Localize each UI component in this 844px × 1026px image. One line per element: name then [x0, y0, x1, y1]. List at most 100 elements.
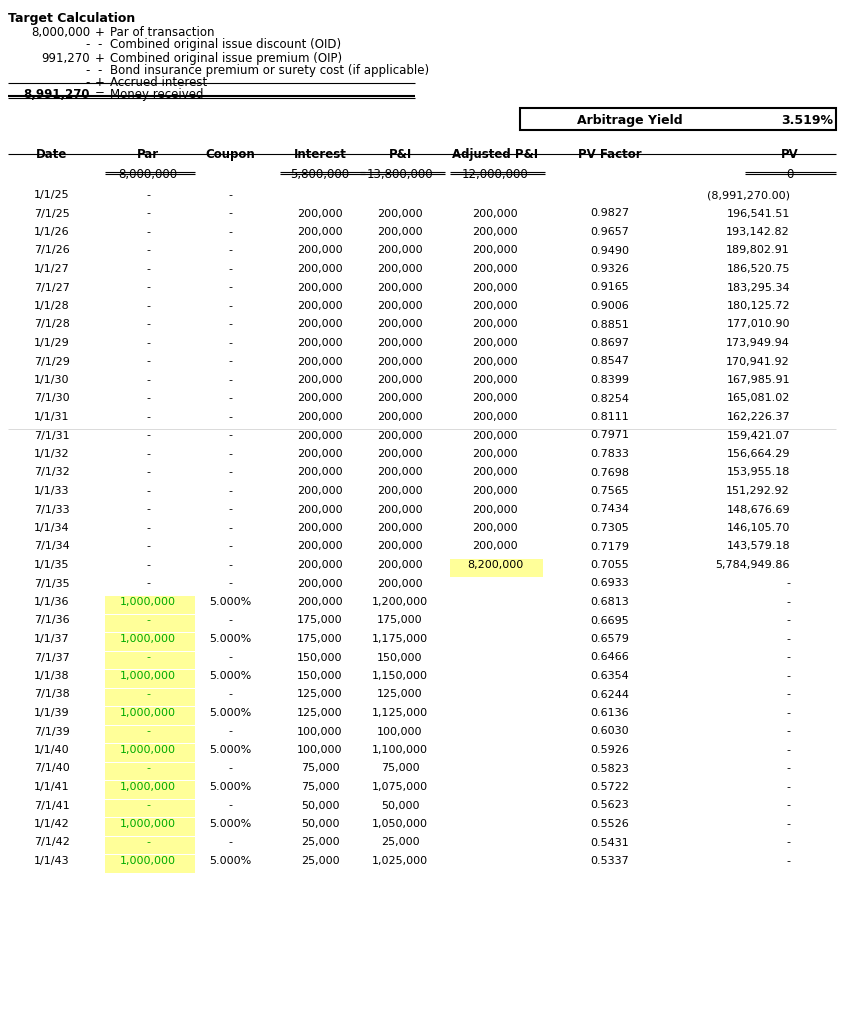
Text: 25,000: 25,000 — [381, 837, 419, 847]
Text: 75,000: 75,000 — [300, 763, 339, 774]
Text: 5.000%: 5.000% — [208, 671, 252, 681]
Text: -: - — [98, 64, 102, 77]
Text: 189,802.91: 189,802.91 — [726, 245, 790, 255]
Text: 200,000: 200,000 — [472, 356, 518, 366]
Text: P&I: P&I — [388, 148, 412, 161]
Text: 7/1/32: 7/1/32 — [34, 468, 70, 477]
Text: -: - — [228, 301, 232, 311]
Text: -: - — [786, 597, 790, 607]
Text: -: - — [228, 560, 232, 570]
Text: -: - — [228, 431, 232, 440]
Text: 200,000: 200,000 — [297, 282, 343, 292]
Text: 186,520.75: 186,520.75 — [727, 264, 790, 274]
Bar — [105, 818, 195, 835]
Text: 1/1/38: 1/1/38 — [35, 671, 70, 681]
Text: 200,000: 200,000 — [297, 523, 343, 532]
Text: +: + — [95, 52, 105, 65]
Text: -: - — [228, 245, 232, 255]
Text: 1,150,000: 1,150,000 — [372, 671, 428, 681]
Text: +: + — [95, 76, 105, 89]
Text: -: - — [146, 412, 150, 422]
Text: 200,000: 200,000 — [297, 356, 343, 366]
Text: 1/1/31: 1/1/31 — [35, 412, 70, 422]
Text: 0.8851: 0.8851 — [591, 319, 630, 329]
Text: -: - — [146, 282, 150, 292]
Bar — [105, 799, 195, 817]
Text: -: - — [786, 726, 790, 737]
Text: 0.7434: 0.7434 — [591, 505, 630, 514]
Text: -: - — [786, 856, 790, 866]
Text: 100,000: 100,000 — [377, 726, 423, 737]
Text: 1/1/33: 1/1/33 — [35, 486, 70, 496]
Text: Arbitrage Yield: Arbitrage Yield — [577, 114, 683, 127]
Text: 150,000: 150,000 — [377, 653, 423, 663]
Text: 8,200,000: 8,200,000 — [467, 560, 523, 570]
Text: -: - — [85, 76, 90, 89]
Text: 0.7179: 0.7179 — [591, 542, 630, 552]
Text: 200,000: 200,000 — [297, 542, 343, 552]
Text: Adjusted P&I: Adjusted P&I — [452, 148, 538, 161]
Text: 200,000: 200,000 — [472, 431, 518, 440]
Text: 7/1/40: 7/1/40 — [34, 763, 70, 774]
Text: 5.000%: 5.000% — [208, 856, 252, 866]
Bar — [105, 652, 195, 669]
Bar — [105, 707, 195, 724]
Text: -: - — [228, 837, 232, 847]
Text: 200,000: 200,000 — [377, 431, 423, 440]
Text: 200,000: 200,000 — [377, 523, 423, 532]
Text: 200,000: 200,000 — [472, 319, 518, 329]
Text: 0.9006: 0.9006 — [591, 301, 630, 311]
Text: 1/1/42: 1/1/42 — [34, 819, 70, 829]
Text: 0.5526: 0.5526 — [591, 819, 630, 829]
Text: 200,000: 200,000 — [377, 208, 423, 219]
Text: 1/1/27: 1/1/27 — [34, 264, 70, 274]
Text: -: - — [228, 264, 232, 274]
Text: 991,270: 991,270 — [41, 52, 90, 65]
Text: -: - — [228, 763, 232, 774]
Text: 200,000: 200,000 — [377, 560, 423, 570]
Text: -: - — [146, 523, 150, 532]
Text: 1/1/29: 1/1/29 — [34, 338, 70, 348]
Text: 200,000: 200,000 — [377, 486, 423, 496]
Text: 100,000: 100,000 — [297, 745, 343, 755]
Text: -: - — [146, 505, 150, 514]
Text: 150,000: 150,000 — [297, 671, 343, 681]
Text: 1,050,000: 1,050,000 — [372, 819, 428, 829]
Text: -: - — [146, 208, 150, 219]
Text: 1,100,000: 1,100,000 — [372, 745, 428, 755]
Text: 0.7565: 0.7565 — [591, 486, 630, 496]
Text: 0.6244: 0.6244 — [591, 689, 630, 700]
Text: 200,000: 200,000 — [472, 301, 518, 311]
Text: Combined original issue premium (OIP): Combined original issue premium (OIP) — [110, 52, 342, 65]
Text: Date: Date — [36, 148, 68, 161]
Text: 200,000: 200,000 — [297, 394, 343, 403]
Text: 0.7055: 0.7055 — [591, 560, 630, 570]
Text: 1/1/36: 1/1/36 — [35, 597, 70, 607]
Text: -: - — [146, 763, 150, 774]
Text: 0.9827: 0.9827 — [591, 208, 630, 219]
Bar — [105, 596, 195, 614]
Text: 7/1/38: 7/1/38 — [34, 689, 70, 700]
Text: 0.6136: 0.6136 — [591, 708, 630, 718]
Text: 200,000: 200,000 — [297, 374, 343, 385]
Text: 7/1/36: 7/1/36 — [35, 616, 70, 626]
Text: 1/1/26: 1/1/26 — [35, 227, 70, 237]
Bar — [105, 781, 195, 798]
Text: 146,105.70: 146,105.70 — [727, 523, 790, 532]
Text: 200,000: 200,000 — [472, 227, 518, 237]
Text: -: - — [786, 800, 790, 811]
Text: 25,000: 25,000 — [300, 856, 339, 866]
Text: 0.6579: 0.6579 — [591, 634, 630, 644]
Text: -: - — [786, 671, 790, 681]
Text: 1,000,000: 1,000,000 — [120, 819, 176, 829]
Text: -: - — [146, 726, 150, 737]
Text: 1/1/35: 1/1/35 — [35, 560, 70, 570]
Text: -: - — [146, 800, 150, 811]
Text: -: - — [786, 763, 790, 774]
Text: 177,010.90: 177,010.90 — [727, 319, 790, 329]
Text: 0.7698: 0.7698 — [591, 468, 630, 477]
Text: -: - — [228, 374, 232, 385]
Text: 200,000: 200,000 — [472, 468, 518, 477]
Text: 0.7305: 0.7305 — [591, 523, 630, 532]
Text: 0.7971: 0.7971 — [591, 431, 630, 440]
